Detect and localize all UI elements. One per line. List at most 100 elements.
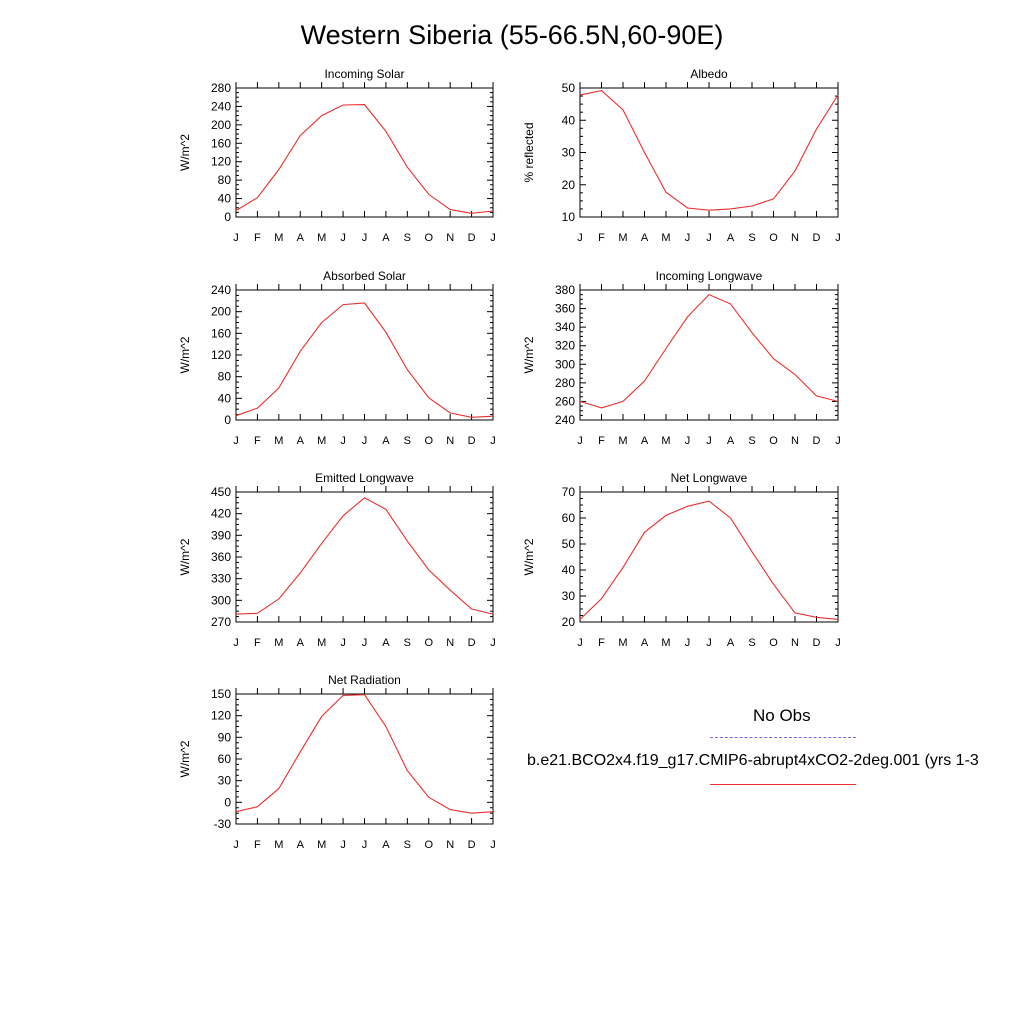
plot-frame xyxy=(235,491,494,623)
x-tick-label: M xyxy=(618,637,627,649)
y-axis-label: W/m^2 xyxy=(178,538,192,575)
x-tick-label: S xyxy=(748,232,755,244)
x-tick-label: J xyxy=(577,637,583,649)
x-tick-label: J xyxy=(685,637,691,649)
y-tick-label: 0 xyxy=(224,795,231,809)
plot-frame xyxy=(579,289,839,421)
plot-frame xyxy=(235,693,494,825)
y-axis-label: % reflected xyxy=(522,122,536,182)
x-tick-label: M xyxy=(274,435,283,447)
x-tick-label: J xyxy=(362,839,368,851)
x-tick-label: N xyxy=(446,637,454,649)
x-tick-label: J xyxy=(685,435,691,447)
x-tick-label: S xyxy=(404,839,411,851)
x-tick-label: N xyxy=(446,232,454,244)
y-tick-label: 50 xyxy=(562,81,576,95)
y-tick-label: 80 xyxy=(218,173,232,187)
x-tick-label: J xyxy=(233,637,239,649)
x-tick-label: D xyxy=(813,232,821,244)
x-tick-label: A xyxy=(382,839,390,851)
x-tick-label: A xyxy=(297,637,305,649)
x-tick-label: N xyxy=(446,839,454,851)
x-tick-label: M xyxy=(317,637,326,649)
x-tick-label: A xyxy=(382,232,390,244)
x-tick-label: M xyxy=(661,435,670,447)
x-tick-label: O xyxy=(424,435,433,447)
y-tick-label: 70 xyxy=(562,485,576,499)
y-tick-label: 380 xyxy=(555,283,575,297)
x-tick-label: M xyxy=(274,232,283,244)
y-tick-label: -30 xyxy=(214,817,232,831)
y-tick-label: 120 xyxy=(211,155,231,169)
x-tick-label: M xyxy=(661,637,670,649)
x-tick-label: S xyxy=(404,435,411,447)
y-tick-label: 0 xyxy=(224,210,231,224)
plot-frame xyxy=(579,491,839,623)
x-tick-label: J xyxy=(490,839,496,851)
x-tick-label: A xyxy=(727,232,735,244)
panel-title: Emitted Longwave xyxy=(315,471,414,485)
x-tick-label: F xyxy=(254,839,261,851)
x-tick-label: J xyxy=(706,637,712,649)
x-tick-label: S xyxy=(748,637,755,649)
x-tick-label: F xyxy=(254,435,261,447)
x-tick-label: J xyxy=(340,232,346,244)
x-tick-label: J xyxy=(706,435,712,447)
y-tick-label: 240 xyxy=(211,283,231,297)
x-tick-label: D xyxy=(468,637,476,649)
plot-frame xyxy=(235,87,494,218)
x-tick-label: O xyxy=(769,435,778,447)
plot-frame xyxy=(579,87,839,218)
x-tick-label: J xyxy=(835,232,841,244)
x-tick-label: N xyxy=(446,435,454,447)
x-tick-label: F xyxy=(598,232,605,244)
x-tick-label: F xyxy=(254,637,261,649)
x-tick-label: J xyxy=(340,839,346,851)
x-tick-label: O xyxy=(424,637,433,649)
series-line xyxy=(579,500,839,620)
x-tick-label: F xyxy=(598,637,605,649)
series-line xyxy=(579,293,839,409)
x-tick-label: J xyxy=(490,435,496,447)
x-tick-label: A xyxy=(382,435,390,447)
x-tick-label: A xyxy=(297,839,305,851)
x-tick-label: A xyxy=(297,232,305,244)
y-tick-label: 300 xyxy=(555,357,575,371)
y-tick-label: 200 xyxy=(211,305,231,319)
y-tick-label: 40 xyxy=(562,113,576,127)
y-tick-label: 300 xyxy=(211,593,231,607)
x-tick-label: N xyxy=(791,435,799,447)
x-tick-label: F xyxy=(598,435,605,447)
x-tick-label: M xyxy=(317,839,326,851)
x-tick-label: M xyxy=(618,232,627,244)
y-tick-label: 40 xyxy=(218,391,232,405)
x-tick-label: J xyxy=(233,232,239,244)
y-tick-label: 90 xyxy=(218,730,232,744)
y-tick-label: 240 xyxy=(211,99,231,113)
y-tick-label: 20 xyxy=(562,178,576,192)
y-axis-label: W/m^2 xyxy=(522,538,536,575)
y-tick-label: 340 xyxy=(555,320,575,334)
y-tick-label: 420 xyxy=(211,507,231,521)
panel-title: Albedo xyxy=(690,67,728,81)
y-axis-label: W/m^2 xyxy=(178,134,192,171)
y-tick-label: 270 xyxy=(211,615,231,629)
x-tick-label: A xyxy=(641,232,649,244)
y-tick-label: 320 xyxy=(555,339,575,353)
y-tick-label: 10 xyxy=(562,210,576,224)
y-tick-label: 360 xyxy=(211,550,231,564)
x-tick-label: J xyxy=(490,637,496,649)
series-line xyxy=(235,694,494,814)
x-tick-label: J xyxy=(490,232,496,244)
x-tick-label: A xyxy=(382,637,390,649)
x-tick-label: J xyxy=(706,232,712,244)
x-tick-label: M xyxy=(317,435,326,447)
y-tick-label: 0 xyxy=(224,413,231,427)
y-axis-label: W/m^2 xyxy=(178,336,192,373)
x-tick-label: A xyxy=(641,435,649,447)
x-tick-label: J xyxy=(577,435,583,447)
